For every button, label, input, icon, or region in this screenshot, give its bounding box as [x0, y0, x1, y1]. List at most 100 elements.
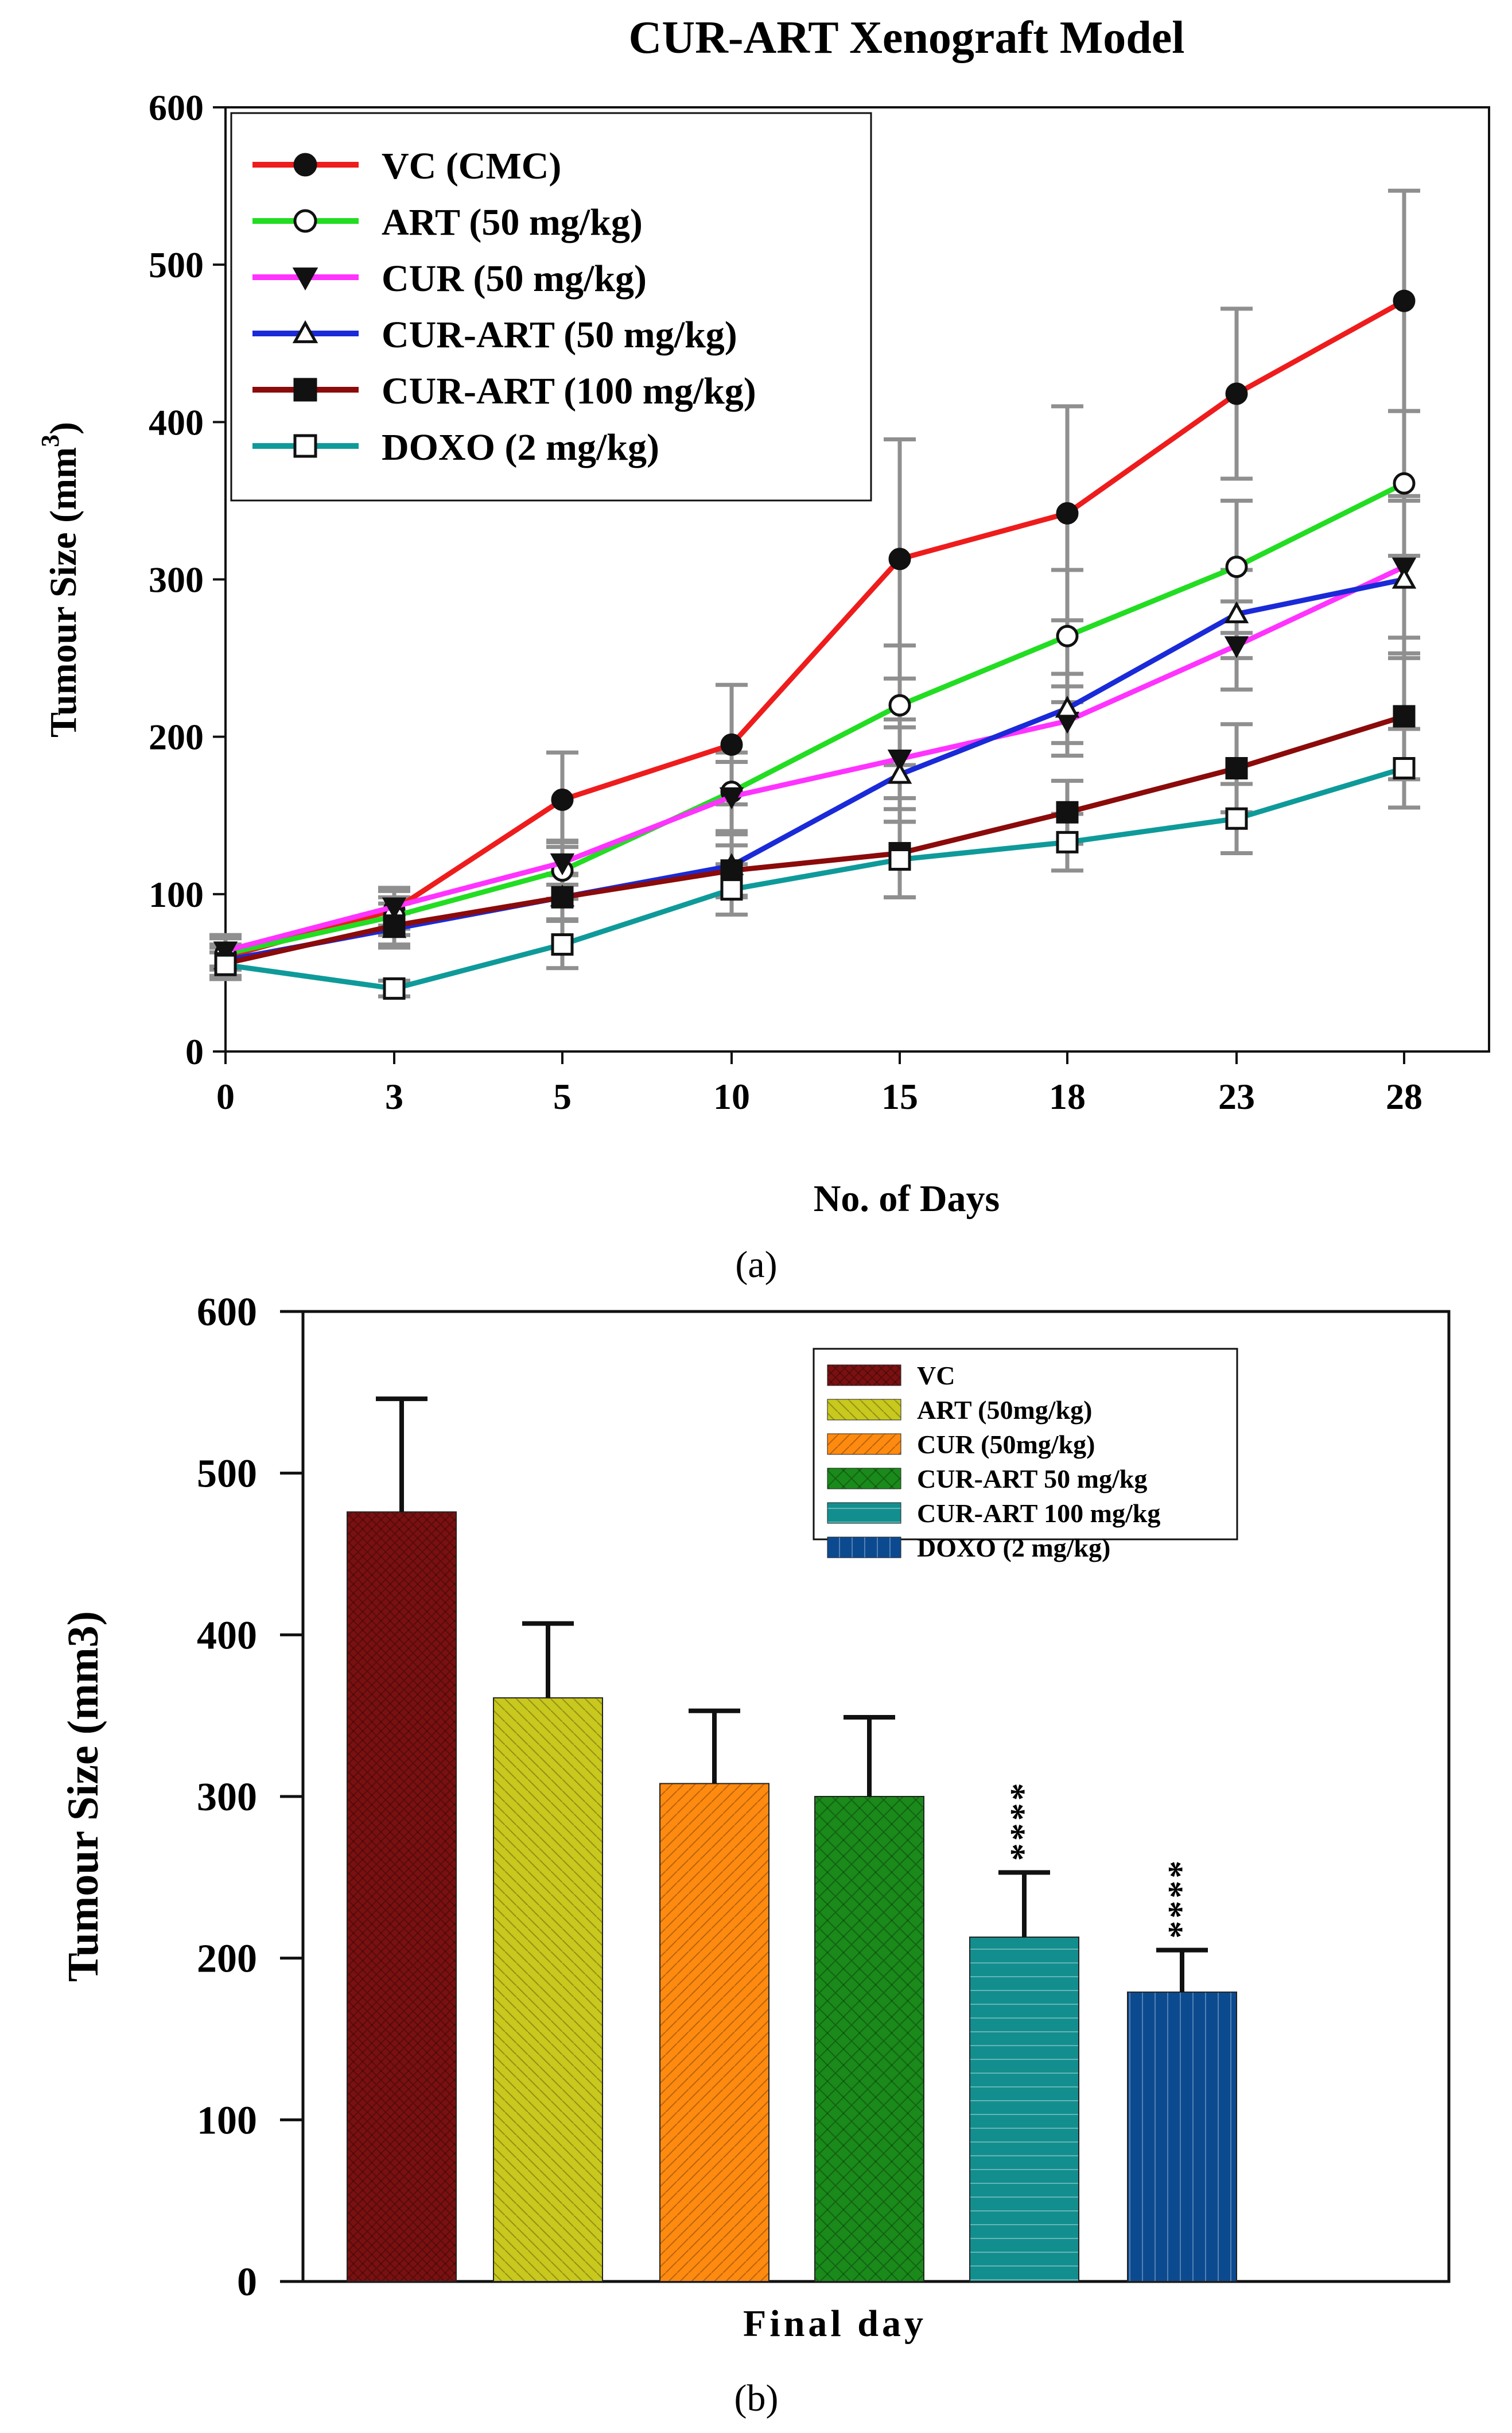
x-axis: 0 3 5 10 15 18 23 28 [216, 1051, 1422, 1117]
data-point [551, 933, 574, 956]
data-point [888, 848, 911, 871]
x-tick-label: 23 [1218, 1076, 1255, 1117]
data-point [720, 878, 743, 901]
chart-title: CUR-ART Xenograft Model [629, 13, 1185, 63]
series-path [225, 577, 1405, 963]
y-axis: 0 100 200 300 400 500 600 [149, 87, 226, 1072]
y-tick-label: 200 [197, 1937, 257, 1981]
x-axis-label: No. of Days [814, 1178, 1000, 1220]
legend: VC ART (50mg/kg) CUR (50mg/kg) CUR-ART 50 m… [813, 1348, 1238, 1562]
data-point [1393, 757, 1416, 779]
legend-swatch [827, 1468, 901, 1489]
x-tick-label: 5 [553, 1076, 572, 1117]
legend-marker [292, 320, 318, 343]
data-point [1056, 624, 1079, 647]
data-point [550, 853, 575, 876]
legend-label: ART (50mg/kg) [917, 1395, 1093, 1425]
legend-marker [293, 434, 317, 458]
significance-marker: **** [1004, 1780, 1043, 1861]
legend-label: CUR (50 mg/kg) [382, 258, 647, 300]
y-axis-label: Tumour Size (mm3) [36, 422, 84, 738]
legend-swatch [827, 1399, 901, 1421]
x-tick-label: 3 [385, 1076, 403, 1117]
legend-label: DOXO (2 mg/kg) [917, 1533, 1110, 1562]
series-line [214, 757, 1416, 1000]
y-tick-label: 600 [149, 87, 204, 128]
legend-label: VC [917, 1361, 955, 1390]
series-path [224, 298, 1406, 960]
data-point [1391, 566, 1417, 589]
data-point [887, 749, 912, 772]
legend-label: VC (CMC) [382, 145, 561, 187]
data-point [1224, 601, 1249, 623]
x-tick-label: 18 [1049, 1076, 1086, 1117]
y-tick-label: 100 [149, 874, 204, 915]
legend-label: CUR-ART 50 mg/kg [917, 1464, 1147, 1493]
x-tick-label: 15 [881, 1076, 918, 1117]
bar [659, 1783, 769, 2282]
bar [969, 1937, 1079, 2283]
legend-swatch [827, 1536, 901, 1558]
x-tick-label: 10 [713, 1076, 750, 1117]
data-point [1225, 556, 1248, 579]
data-point [720, 733, 743, 756]
data-point [1225, 807, 1248, 830]
data-point [888, 548, 911, 571]
bar-chart-panel: 0 100 200 300 400 500 600 **** **** VC ART (50mg… [59, 1290, 1451, 2419]
y-tick-label: 100 [197, 2098, 257, 2143]
legend-swatch [827, 1502, 901, 1524]
y-tick-label: 600 [197, 1290, 257, 1334]
data-point [887, 762, 912, 784]
legend-marker [293, 378, 317, 402]
data-point [888, 694, 911, 717]
bar [1127, 1991, 1237, 2282]
series-line [213, 557, 1417, 964]
data-point [1393, 472, 1416, 495]
series-path [225, 481, 1406, 957]
legend-swatch [827, 1433, 901, 1455]
y-axis-label: Tumour Size (mm3) [59, 1611, 107, 1982]
legend-box [230, 112, 872, 502]
series-group [209, 188, 1420, 1000]
bars-group: **** **** [347, 1396, 1237, 2283]
legend: VC (CMC) ART (50 mg/kg) CUR (50 mg/kg) CUR-… [230, 112, 872, 502]
legend-label: CUR (50mg/kg) [917, 1430, 1095, 1459]
y-tick-label: 500 [197, 1452, 257, 1496]
panel-b-caption: (b) [734, 2377, 779, 2419]
legend-label: ART (50 mg/kg) [382, 201, 643, 243]
data-point [1224, 636, 1249, 658]
y-axis-label-sup: 3 [36, 434, 64, 447]
data-point [382, 897, 407, 919]
y-tick-label: 0 [185, 1031, 204, 1072]
data-point [1393, 289, 1416, 312]
significance-marker: **** [1161, 1858, 1200, 1939]
y-tick-label: 300 [197, 1775, 257, 1819]
y-tick-label: 200 [149, 717, 204, 758]
bar [493, 1697, 603, 2282]
series-line [214, 289, 1416, 968]
data-point [719, 787, 744, 809]
series-path [224, 564, 1405, 953]
data-point [1056, 831, 1079, 853]
bar [347, 1511, 457, 2282]
data-point [1056, 801, 1079, 824]
data-point [551, 788, 574, 811]
data-point [1225, 757, 1248, 779]
y-tick-label: 400 [197, 1613, 257, 1658]
y-axis: 0 100 200 300 400 500 600 [197, 1290, 303, 2304]
x-axis-label: Final day [743, 2303, 927, 2345]
data-point [214, 953, 237, 976]
legend-marker [292, 267, 318, 291]
x-tick-label: 28 [1386, 1076, 1422, 1117]
data-point [1225, 382, 1248, 405]
data-point [383, 914, 406, 937]
y-tick-label: 400 [149, 402, 204, 443]
data-point [383, 977, 406, 1000]
legend-label: DOXO (2 mg/kg) [382, 426, 659, 468]
line-chart-panel: CUR-ART Xenograft Model 0100200300400500… [36, 13, 1490, 1286]
data-point [1056, 502, 1079, 525]
data-point [1055, 696, 1080, 718]
legend-swatch [827, 1364, 901, 1386]
y-tick-label: 300 [149, 560, 204, 600]
